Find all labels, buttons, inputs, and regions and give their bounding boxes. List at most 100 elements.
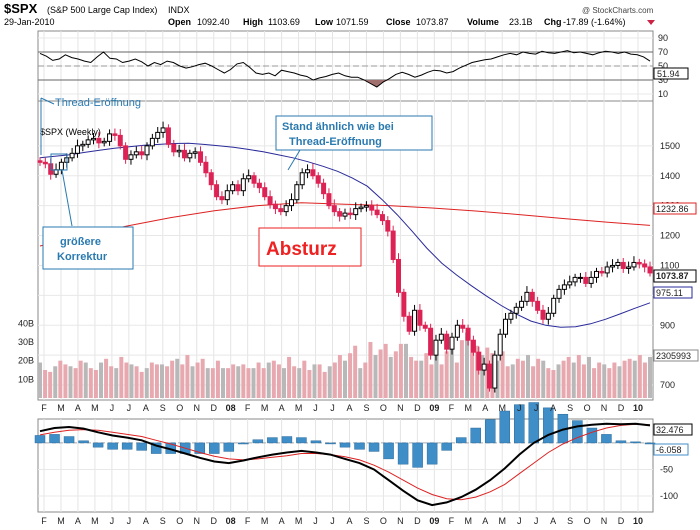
volume-bar <box>602 364 607 398</box>
last-close-value-label: 1073.87 <box>656 271 689 281</box>
volume-bar <box>256 362 261 398</box>
volume-bar <box>215 360 220 398</box>
x-tick-label-macd: 09 <box>429 516 439 526</box>
x-tick-label-macd: A <box>550 516 556 526</box>
x-tick-label: O <box>380 403 387 413</box>
candle-body <box>636 261 642 265</box>
macd-histogram-bar <box>252 439 264 444</box>
volume-bar <box>541 360 546 398</box>
x-tick-label: A <box>143 403 149 413</box>
macd-tick-label: -100 <box>660 491 678 501</box>
candle-body <box>337 211 343 217</box>
candle-body <box>85 139 91 145</box>
volume-bar <box>592 368 597 398</box>
ohlc-line: Open 1092.40 High 1103.69 Low 1071.59 Cl… <box>168 17 626 27</box>
x-tick-label-macd: A <box>75 516 81 526</box>
candle-body <box>230 184 236 192</box>
rsi-tick-label: 50 <box>658 61 668 71</box>
volume-bar <box>38 362 42 398</box>
x-tick-label: S <box>160 403 166 413</box>
volume-bar <box>236 366 241 398</box>
volume-bar <box>99 362 103 398</box>
x-tick-label: S <box>567 403 573 413</box>
x-tick-label-macd: F <box>41 516 47 526</box>
candle-body <box>107 133 113 142</box>
volume-bar <box>551 370 556 398</box>
candle-body <box>647 266 653 274</box>
candle-body <box>615 261 621 266</box>
rsi-value-box <box>653 67 689 80</box>
volume-bar <box>622 360 627 398</box>
x-tick-label-macd: M <box>498 516 506 526</box>
candle-body <box>620 261 626 269</box>
candle-body <box>353 208 359 216</box>
candle-body <box>438 333 444 341</box>
candle-body <box>219 196 225 201</box>
x-tick-label-macd: J <box>110 516 115 526</box>
price-panel-label: $SPX (Weekly) <box>40 127 101 137</box>
candle-body <box>214 184 220 198</box>
candle-body <box>486 363 492 389</box>
candle-body <box>310 169 316 177</box>
macd-histogram-bar <box>644 442 656 445</box>
volume-bar <box>149 362 154 398</box>
volume-bar <box>470 340 475 398</box>
volume-value-box <box>653 349 699 362</box>
price-tick-label: 1500 <box>660 141 680 151</box>
index-name: (S&P 500 Large Cap Index) <box>47 5 157 15</box>
volume-bar <box>292 366 297 398</box>
candle-body <box>374 209 380 216</box>
macd-histogram-bar <box>397 442 409 465</box>
candle-body <box>465 327 471 341</box>
x-tick-label: 08 <box>226 403 236 413</box>
similar-state-pointer <box>287 149 301 171</box>
candle-body <box>288 199 294 207</box>
x-tick-label-macd: N <box>193 516 200 526</box>
candle-body <box>96 137 102 144</box>
volume-bar <box>398 343 403 398</box>
volume-bar <box>322 371 327 398</box>
volume-bar <box>312 364 317 398</box>
candle-body <box>117 134 123 147</box>
x-tick-label-macd: D <box>618 516 625 526</box>
volume-bar <box>434 347 439 398</box>
volume-bar <box>327 366 332 398</box>
volume-tick-label: 20B <box>18 356 34 366</box>
macd-histogram-bar <box>368 442 380 452</box>
volume-tick-label: 30B <box>18 337 34 347</box>
volume-bar <box>221 368 225 398</box>
volume-bar <box>43 370 48 398</box>
x-tick-label-macd: M <box>261 516 269 526</box>
macd-panel-frame <box>37 418 654 513</box>
x-tick-label-macd: J <box>313 516 318 526</box>
candle-body <box>519 300 525 308</box>
volume-bar <box>526 355 530 398</box>
macd-histogram-bar <box>92 442 104 448</box>
x-tick-label: D <box>210 403 217 413</box>
candle-body <box>80 143 86 147</box>
volume-bar <box>190 366 195 398</box>
rsi-value-label: 51.94 <box>657 69 680 79</box>
volume-value: 23.1B <box>509 17 533 27</box>
open-value: 1092.40 <box>197 17 230 27</box>
open-label: Open <box>168 17 191 27</box>
candle-body <box>321 182 327 195</box>
candle-body <box>246 175 252 180</box>
volume-bar <box>404 343 408 398</box>
high-label: High <box>243 17 263 27</box>
macd-histogram-bar <box>136 442 147 451</box>
volume-bar <box>73 368 78 398</box>
annotation-layer: Thread-Eröffnung Stand ähnlich wie bei T… <box>40 97 433 270</box>
volume-bar <box>63 364 68 398</box>
candle-body <box>208 172 214 186</box>
volume-bar <box>358 368 363 398</box>
volume-bar <box>261 368 266 398</box>
x-tick-label-macd: M <box>91 516 99 526</box>
ma-long-value-label: 1232.86 <box>656 204 689 214</box>
candle-body <box>176 149 182 153</box>
x-tick-label: A <box>550 403 556 413</box>
candle-body <box>192 151 198 154</box>
candle-body <box>37 160 43 163</box>
volume-bar <box>459 340 464 398</box>
candle-body <box>406 315 412 332</box>
